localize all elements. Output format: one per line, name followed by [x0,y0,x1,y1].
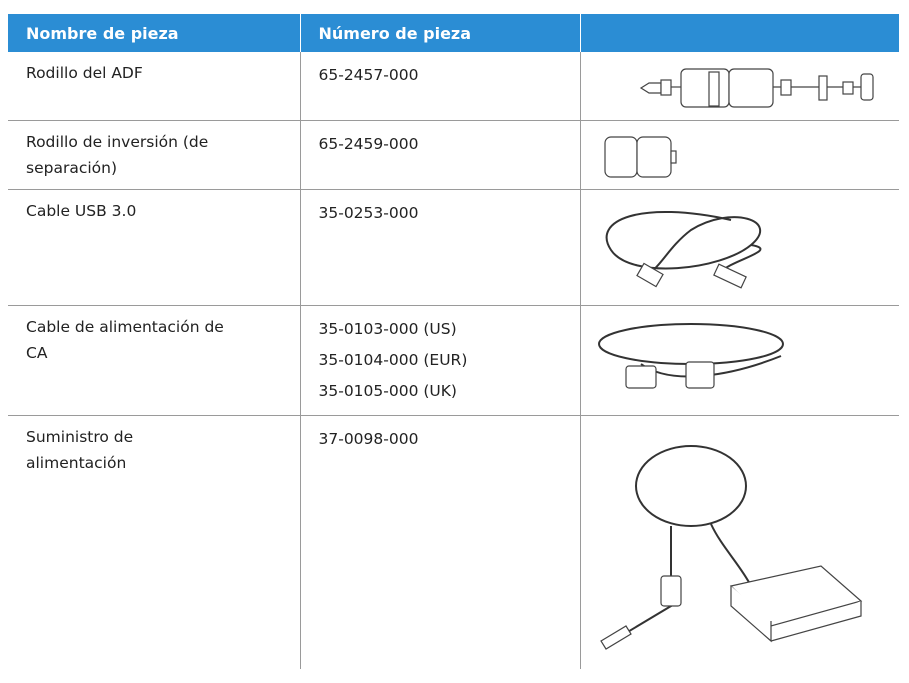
part-name-cell: Rodillo del ADF [8,52,300,120]
part-number-cell: 65-2459-000 [299,119,580,189]
table-row: Rodillo del ADF 65-2457-000 [8,52,899,120]
part-name-cell: Cable de alimentación de CA [8,304,300,415]
part-image-cell [579,119,899,189]
part-number-cell: 37-0098-000 [299,414,580,669]
part-number: 35-0105-000 (UK) [318,381,457,400]
part-name: alimentación [26,453,127,472]
header-cell [579,14,899,52]
table-row: Cable USB 3.0 35-0253-000 [8,188,899,305]
part-name-cell: Rodillo de inversión (de separación) [8,119,300,189]
part-name-cell: Cable USB 3.0 [8,188,300,305]
part-image-cell [579,414,899,669]
header-cell: Número de pieza [299,14,580,52]
part-name: Cable de alimentación de [26,317,224,336]
part-number: 65-2459-000 [318,134,419,153]
part-name: Rodillo del ADF [26,64,143,82]
part-number: 37-0098-000 [318,429,419,448]
part-number: 35-0253-000 [318,203,419,222]
part-number-cell: 35-0253-000 [299,188,580,305]
part-number: 35-0104-000 (EUR) [318,350,468,369]
part-number-cell: 35-0103-000 (US) 35-0104-000 (EUR) 35-0105… [299,304,580,415]
table-row: Cable de alimentación de CA 35-0103-000 (U… [8,304,899,415]
part-name: separación) [26,158,118,177]
part-image [599,444,862,650]
header-cell: Nombre de pieza [8,14,300,52]
part-image [603,135,677,178]
part-number: 35-0103-000 (US) [318,319,457,338]
part-image [597,322,784,389]
part-number: 65-2457-000 [318,66,419,84]
part-image [639,68,874,108]
part-name: Suministro de [26,427,134,446]
part-image [605,210,761,289]
part-image-cell [579,304,899,415]
header-row: Nombre de pieza Número de pieza [8,14,899,52]
table-row: Suministro de alimentación 37-0098-000 [8,414,899,669]
table-row: Rodillo de inversión (de separación) 65-24… [8,119,899,189]
part-name: CA [26,343,48,362]
part-name: Cable USB 3.0 [26,201,137,220]
part-image-cell [579,52,899,120]
part-number-cell: 65-2457-000 [299,52,580,120]
part-name-cell: Suministro de alimentación [8,414,300,669]
part-image-cell [579,188,899,305]
parts-table: Nombre de pieza Número de pieza Rodillo d… [8,14,899,669]
part-name: Rodillo de inversión (de [26,132,209,151]
